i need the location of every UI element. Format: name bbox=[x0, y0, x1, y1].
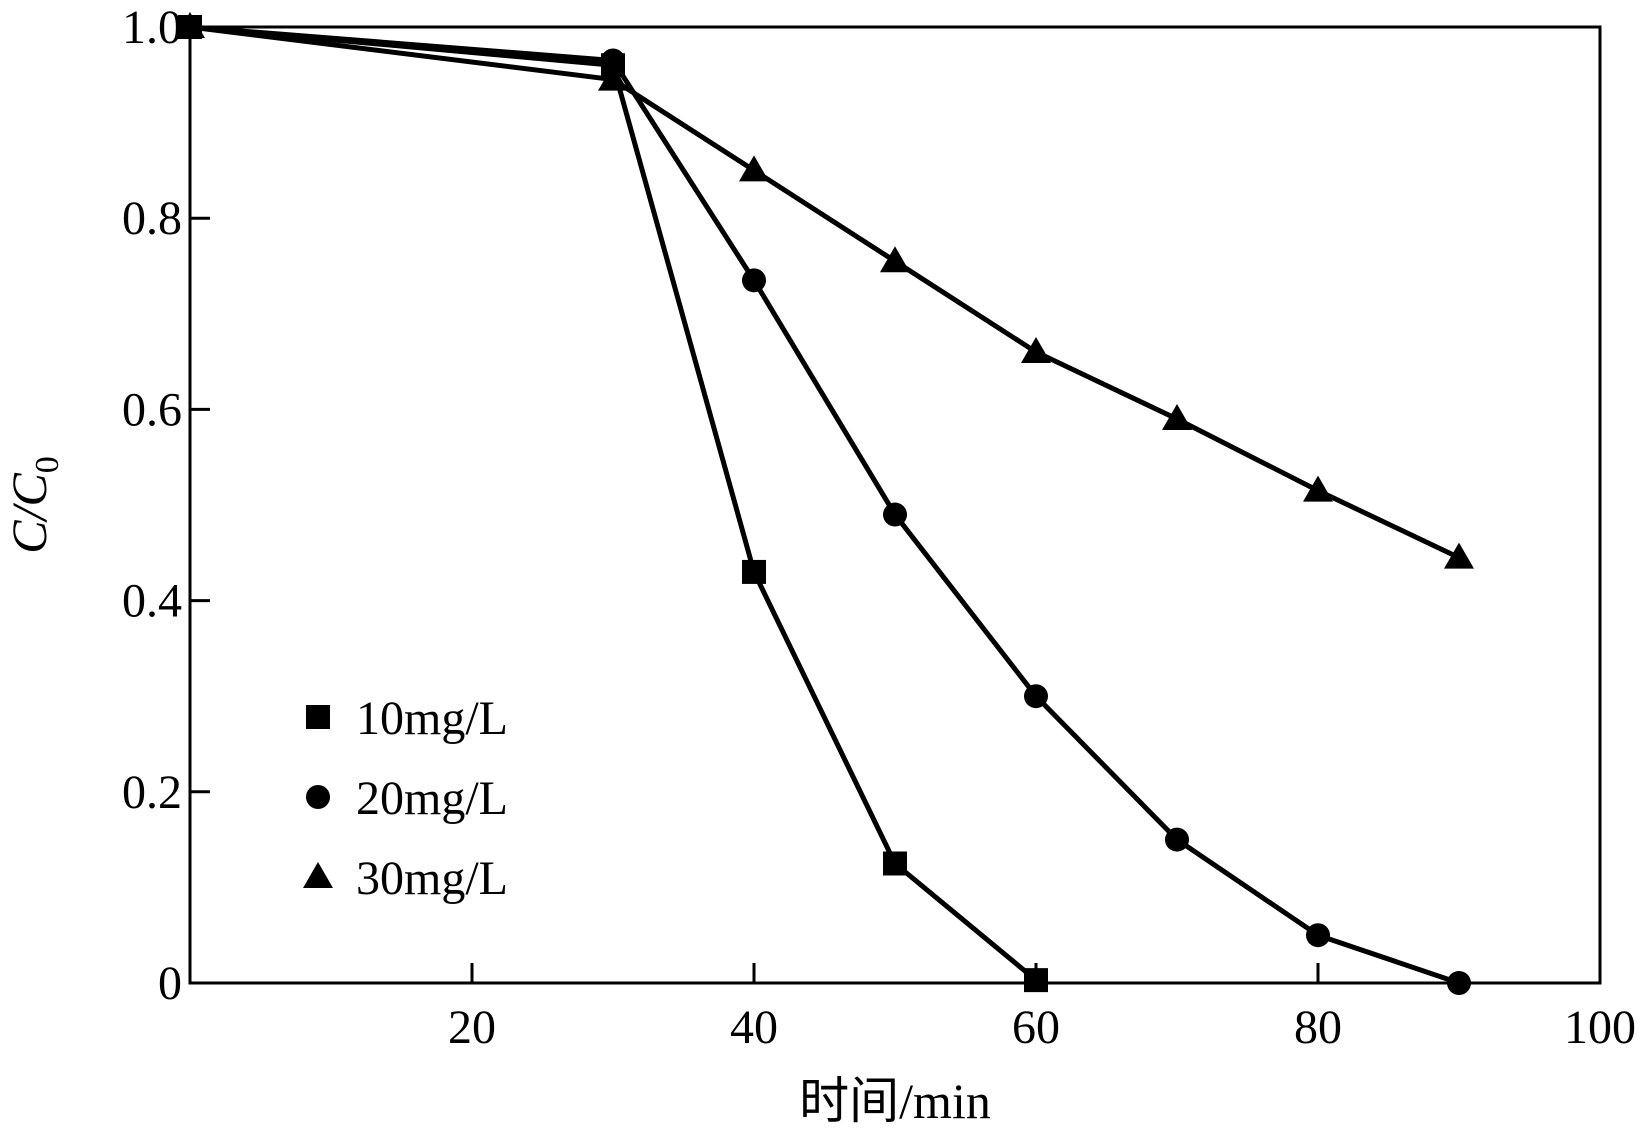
legend-item: 20mg/L bbox=[306, 772, 508, 825]
data-point bbox=[1162, 403, 1192, 430]
legend-item: 10mg/L bbox=[306, 692, 508, 745]
data-point bbox=[880, 246, 910, 273]
legend: 10mg/L 20mg/L 30mg/L bbox=[303, 692, 508, 905]
legend-marker bbox=[303, 862, 333, 888]
series-line bbox=[189, 24, 1460, 986]
y-tick-label: 1.0 bbox=[122, 1, 182, 54]
data-point bbox=[883, 502, 907, 527]
data-point bbox=[598, 64, 628, 91]
data-point bbox=[1306, 923, 1330, 948]
series-2 bbox=[178, 15, 1471, 995]
y-tick-label: 0 bbox=[158, 957, 182, 1010]
data-point bbox=[742, 268, 766, 293]
series-1 bbox=[178, 15, 1048, 993]
data-point bbox=[601, 48, 625, 73]
y-tick-label: 0.2 bbox=[122, 766, 182, 819]
x-tick-label: 100 bbox=[1564, 1001, 1636, 1054]
y-axis-label: C/C0 bbox=[1, 456, 66, 554]
plot-frame bbox=[188, 25, 1602, 985]
x-tick-label: 80 bbox=[1294, 1001, 1342, 1054]
data-point bbox=[1024, 968, 1048, 993]
legend-label: 20mg/L bbox=[356, 772, 508, 825]
series-3 bbox=[175, 12, 1474, 569]
x-axis: 20 40 60 80 100 bbox=[448, 963, 1636, 1054]
legend-item: 30mg/L bbox=[303, 852, 508, 905]
y-tick-label: 0.6 bbox=[122, 383, 182, 436]
legend-label: 30mg/L bbox=[356, 852, 508, 905]
data-point bbox=[742, 559, 766, 584]
y-tick-label: 0.8 bbox=[122, 192, 182, 245]
series-layer bbox=[175, 12, 1474, 995]
series-line bbox=[189, 24, 1038, 983]
y-axis: 0 0.2 0.4 0.6 0.8 1.0 bbox=[122, 1, 210, 1010]
x-tick-label: 40 bbox=[730, 1001, 778, 1054]
data-point bbox=[1024, 684, 1048, 709]
legend-label: 10mg/L bbox=[356, 692, 508, 745]
data-point bbox=[1303, 475, 1333, 502]
data-point bbox=[1447, 971, 1471, 995]
data-point bbox=[175, 12, 205, 38]
x-tick-label: 20 bbox=[448, 1001, 496, 1054]
data-point bbox=[1444, 542, 1474, 569]
series-line bbox=[189, 24, 1461, 560]
data-point bbox=[1021, 337, 1051, 364]
y-tick-label: 0.4 bbox=[122, 575, 182, 628]
legend-marker bbox=[306, 705, 330, 729]
data-point bbox=[739, 155, 769, 182]
data-point bbox=[1165, 827, 1189, 852]
x-axis-label: 时间/min bbox=[799, 1073, 991, 1129]
data-point bbox=[883, 851, 907, 876]
legend-marker bbox=[306, 785, 330, 809]
x-tick-label: 60 bbox=[1012, 1001, 1060, 1054]
